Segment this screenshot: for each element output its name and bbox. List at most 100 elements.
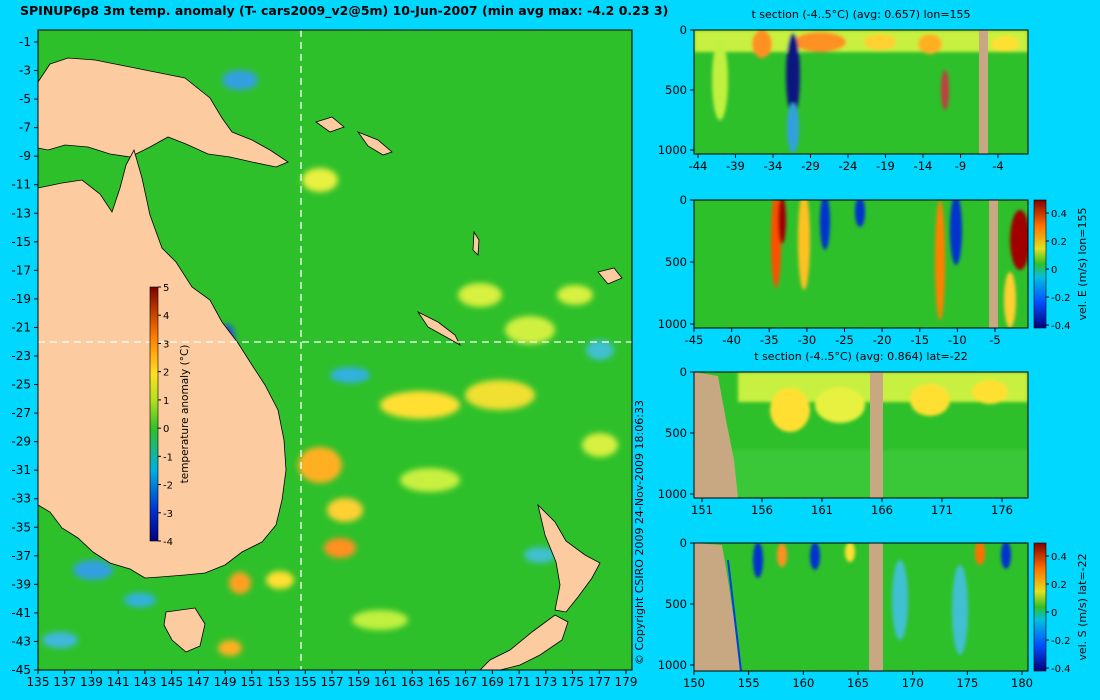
anomaly-patch — [302, 168, 338, 192]
map-y-tick-label: -25 — [11, 378, 31, 392]
vel-s-section-land — [694, 543, 740, 671]
t-section-lon-x-tick-label: -44 — [689, 159, 708, 173]
t-section-lon-x-tick-label: -9 — [955, 159, 966, 173]
section-feature — [753, 543, 763, 578]
map-x-tick-label: 147 — [187, 675, 210, 689]
vel-e-colorbar-gradient — [1033, 199, 1047, 329]
vel-s-section-y-ticks: 0 500 1000 — [658, 536, 694, 672]
anomaly-patch — [218, 640, 242, 656]
map-x-tick-label: 139 — [80, 675, 103, 689]
section-feature — [778, 200, 786, 244]
section-feature — [892, 560, 908, 640]
t-section-lat-x-tick-label: 166 — [871, 503, 893, 517]
map-x-tick-label: 165 — [427, 675, 450, 689]
map-anomaly-features — [42, 70, 618, 656]
section-feature — [820, 200, 830, 250]
map-landmasses — [38, 57, 623, 670]
section-feature — [777, 543, 787, 567]
map-x-tick-label: 179 — [615, 675, 638, 689]
section-feature — [941, 70, 949, 110]
vel-s-section-x-tick-label: 165 — [847, 676, 869, 690]
map-frame — [37, 29, 633, 671]
page-title: SPINUP6p8 3m temp. anomaly (T- cars2009_… — [20, 3, 668, 19]
t-section-lon-x-tick-label: -4 — [992, 159, 1003, 173]
t-section-lon-panel: t section (-4..5°C) (avg: 0.657) lon=155… — [658, 8, 1029, 173]
vel-s-colorbar-tick-label: -0.4 — [1051, 664, 1071, 675]
map-y-tick-label: -17 — [11, 263, 31, 277]
map-colorbar-tick-label: 0 — [163, 424, 169, 435]
vel-s-colorbar-tick-label: 0.4 — [1051, 552, 1067, 563]
t-section-lon-x-ticks: -44 -39 -34 -29 -24 -19 -14 -9 -4 — [689, 154, 1004, 173]
map-y-ticks: -1 -3 -5 -7 -9 -11 -13 -15 -17 -19 -21 -23 -25 -27 -29… — [11, 35, 38, 677]
map-colorbar-tick-label: -4 — [163, 537, 173, 548]
map-y-tick-label: -3 — [19, 64, 31, 78]
t-section-lat-island — [870, 372, 883, 498]
vel-s-section-x-tick-label: 180 — [1011, 676, 1033, 690]
anomaly-patch — [266, 571, 294, 589]
vel-e-section-x-tick-label: -20 — [873, 333, 892, 347]
map-x-tick-label: 167 — [454, 675, 477, 689]
vel-s-colorbar-label: vel. S (m/s) lat=-22 — [1076, 553, 1089, 660]
vel-s-colorbar-ticks: 0.4 0.2 0 -0.2 -0.4 — [1046, 552, 1071, 675]
vel-e-section-y-tick-label: 500 — [665, 255, 687, 269]
t-section-lon-y-tick-label: 500 — [665, 83, 687, 97]
vel-e-colorbar-tick-label: -0.2 — [1051, 293, 1071, 304]
land-vanuatu — [472, 230, 480, 256]
map-x-tick-label: 169 — [481, 675, 504, 689]
map-x-tick-label: 141 — [107, 675, 130, 689]
map-colorbar-tick-label: -2 — [163, 481, 173, 492]
t-section-lat-x-tick-label: 156 — [751, 503, 773, 517]
vel-s-section-x-ticks: 150 155 160 165 170 175 180 — [683, 671, 1033, 690]
map-colorbar-ticks: 5 4 3 2 1 0 -1 -2 -3 -4 — [158, 283, 173, 548]
map-x-tick-label: 145 — [160, 675, 183, 689]
map-x-tick-label: 173 — [534, 675, 557, 689]
map-colorbar-tick-label: -1 — [163, 452, 173, 463]
map-colorbar-tick-label: -3 — [163, 509, 173, 520]
t-section-lat-panel: t section (-4..5°C) (avg: 0.864) lat=-22… — [658, 350, 1029, 517]
section-feature — [770, 388, 810, 432]
vel-s-section-panel: 150 155 160 165 170 175 180 0 500 1000 0.4 0.2 0 -0… — [658, 536, 1089, 690]
map-x-tick-label: 177 — [588, 675, 611, 689]
vel-e-section-x-tick-label: -10 — [948, 333, 967, 347]
map-y-tick-label: -15 — [11, 235, 31, 249]
t-section-lon-y-tick-label: 1000 — [658, 143, 687, 157]
land-nz-north — [537, 503, 601, 613]
t-section-lon-title: t section (-4..5°C) (avg: 0.657) lon=155 — [751, 8, 970, 21]
map-x-tick-label: 175 — [561, 675, 584, 689]
section-feature — [952, 565, 968, 655]
t-section-lat-x-tick-label: 151 — [691, 503, 713, 517]
map-y-tick-label: -5 — [19, 92, 31, 106]
t-section-lat-y-tick-label: 0 — [680, 365, 687, 379]
map-x-tick-label: 143 — [133, 675, 156, 689]
section-feature — [864, 34, 896, 50]
t-section-lon-y-ticks: 0 500 1000 — [658, 23, 694, 157]
t-section-lat-x-tick-label: 176 — [991, 503, 1013, 517]
land-solomons — [356, 131, 393, 156]
vel-s-colorbar-tick-label: 0.2 — [1051, 580, 1067, 591]
anomaly-patch — [330, 367, 370, 383]
map-y-tick-label: -45 — [11, 663, 31, 677]
section-feature — [991, 36, 1019, 52]
vel-s-section-x-tick-label: 155 — [738, 676, 760, 690]
map-x-ticks: 135 137 139 141 143 145 147 149 151 153 155 157 159 1… — [27, 670, 638, 689]
vel-s-section-slope — [727, 559, 742, 672]
t-section-lat-y-tick-label: 1000 — [658, 487, 687, 501]
t-section-lon-x-tick-label: -24 — [839, 159, 858, 173]
vel-e-section-y-tick-label: 1000 — [658, 317, 687, 331]
map-x-tick-label: 135 — [27, 675, 50, 689]
map-y-tick-label: -9 — [19, 149, 31, 163]
map-colorbar-tick-label: 5 — [163, 283, 169, 294]
section-feature — [752, 30, 772, 58]
anomaly-patch — [42, 632, 78, 648]
map-colorbar-tick-label: 4 — [163, 311, 169, 322]
vel-s-colorbar-tick-label: 0 — [1051, 608, 1057, 619]
vel-s-colorbar-tick-label: -0.2 — [1051, 636, 1071, 647]
vel-e-section-x-tick-label: -45 — [685, 333, 704, 347]
section-feature — [935, 200, 945, 320]
t-section-lon-x-tick-label: -34 — [764, 159, 783, 173]
section-feature — [1001, 543, 1011, 569]
t-section-lat-frame — [693, 371, 1029, 499]
vel-e-section-x-tick-label: -15 — [910, 333, 929, 347]
t-section-lon-x-tick-label: -29 — [801, 159, 820, 173]
